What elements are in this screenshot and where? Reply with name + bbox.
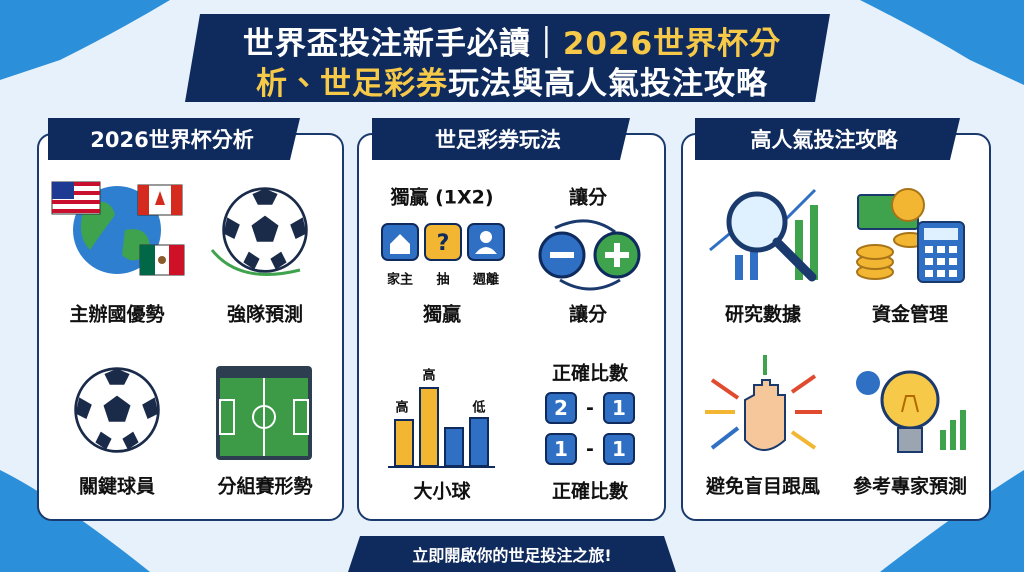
title-line: 世界盃投注新手必讀｜2026世界杯分 [243, 18, 781, 63]
play-caption: 獨贏 [422, 303, 462, 326]
bar-label: 高 [395, 400, 409, 416]
title-line: 析、世足彩券玩法與高人氣投注攻略 [256, 58, 768, 103]
item-label: 避免盲目跟風 [705, 475, 821, 498]
item-label: 參考專家預測 [852, 475, 968, 498]
panel-heading: 2026世界杯分析 [90, 128, 254, 152]
item-label: 關鍵球員 [78, 475, 156, 498]
item-label: 分組賽形勢 [217, 475, 313, 498]
footer-text: 立即開啟你的世足投注之旅! [412, 546, 612, 565]
panel-heading: 世足彩券玩法 [435, 128, 561, 152]
item-label: 強隊預測 [226, 303, 304, 326]
option-label: 週離 [472, 272, 500, 288]
play-caption: 大小球 [413, 480, 471, 503]
score-dash: - [586, 438, 594, 460]
score-dash: - [586, 397, 594, 419]
play-caption: 正確比數 [551, 480, 629, 503]
play-heading: 獨贏 (1X2) [390, 186, 494, 209]
play-heading: 讓分 [568, 186, 608, 209]
svg-text:?: ? [437, 231, 450, 256]
title-highlight: 2026世界杯分 [562, 26, 782, 62]
option-label: 抽 [436, 272, 450, 288]
title-text: 玩法與高人氣投注攻略 [448, 66, 768, 102]
score-digit: 1 [554, 437, 568, 461]
title-highlight: 析、世足彩券 [256, 66, 448, 102]
score-digit: 2 [554, 396, 568, 420]
title-text: 世界盃投注新手必讀｜ [242, 26, 563, 62]
panel-heading: 高人氣投注攻略 [750, 128, 898, 152]
bar-label: 高 [422, 368, 436, 384]
bar-label: 低 [472, 400, 486, 416]
item-label: 主辦國優勢 [69, 303, 165, 326]
score-digit: 1 [612, 437, 626, 461]
score-digit: 1 [612, 396, 626, 420]
item-label: 研究數據 [724, 303, 802, 326]
play-heading: 正確比數 [551, 362, 629, 385]
item-label: 資金管理 [871, 303, 949, 326]
play-caption: 讓分 [568, 303, 608, 326]
option-label: 家主 [386, 272, 414, 288]
